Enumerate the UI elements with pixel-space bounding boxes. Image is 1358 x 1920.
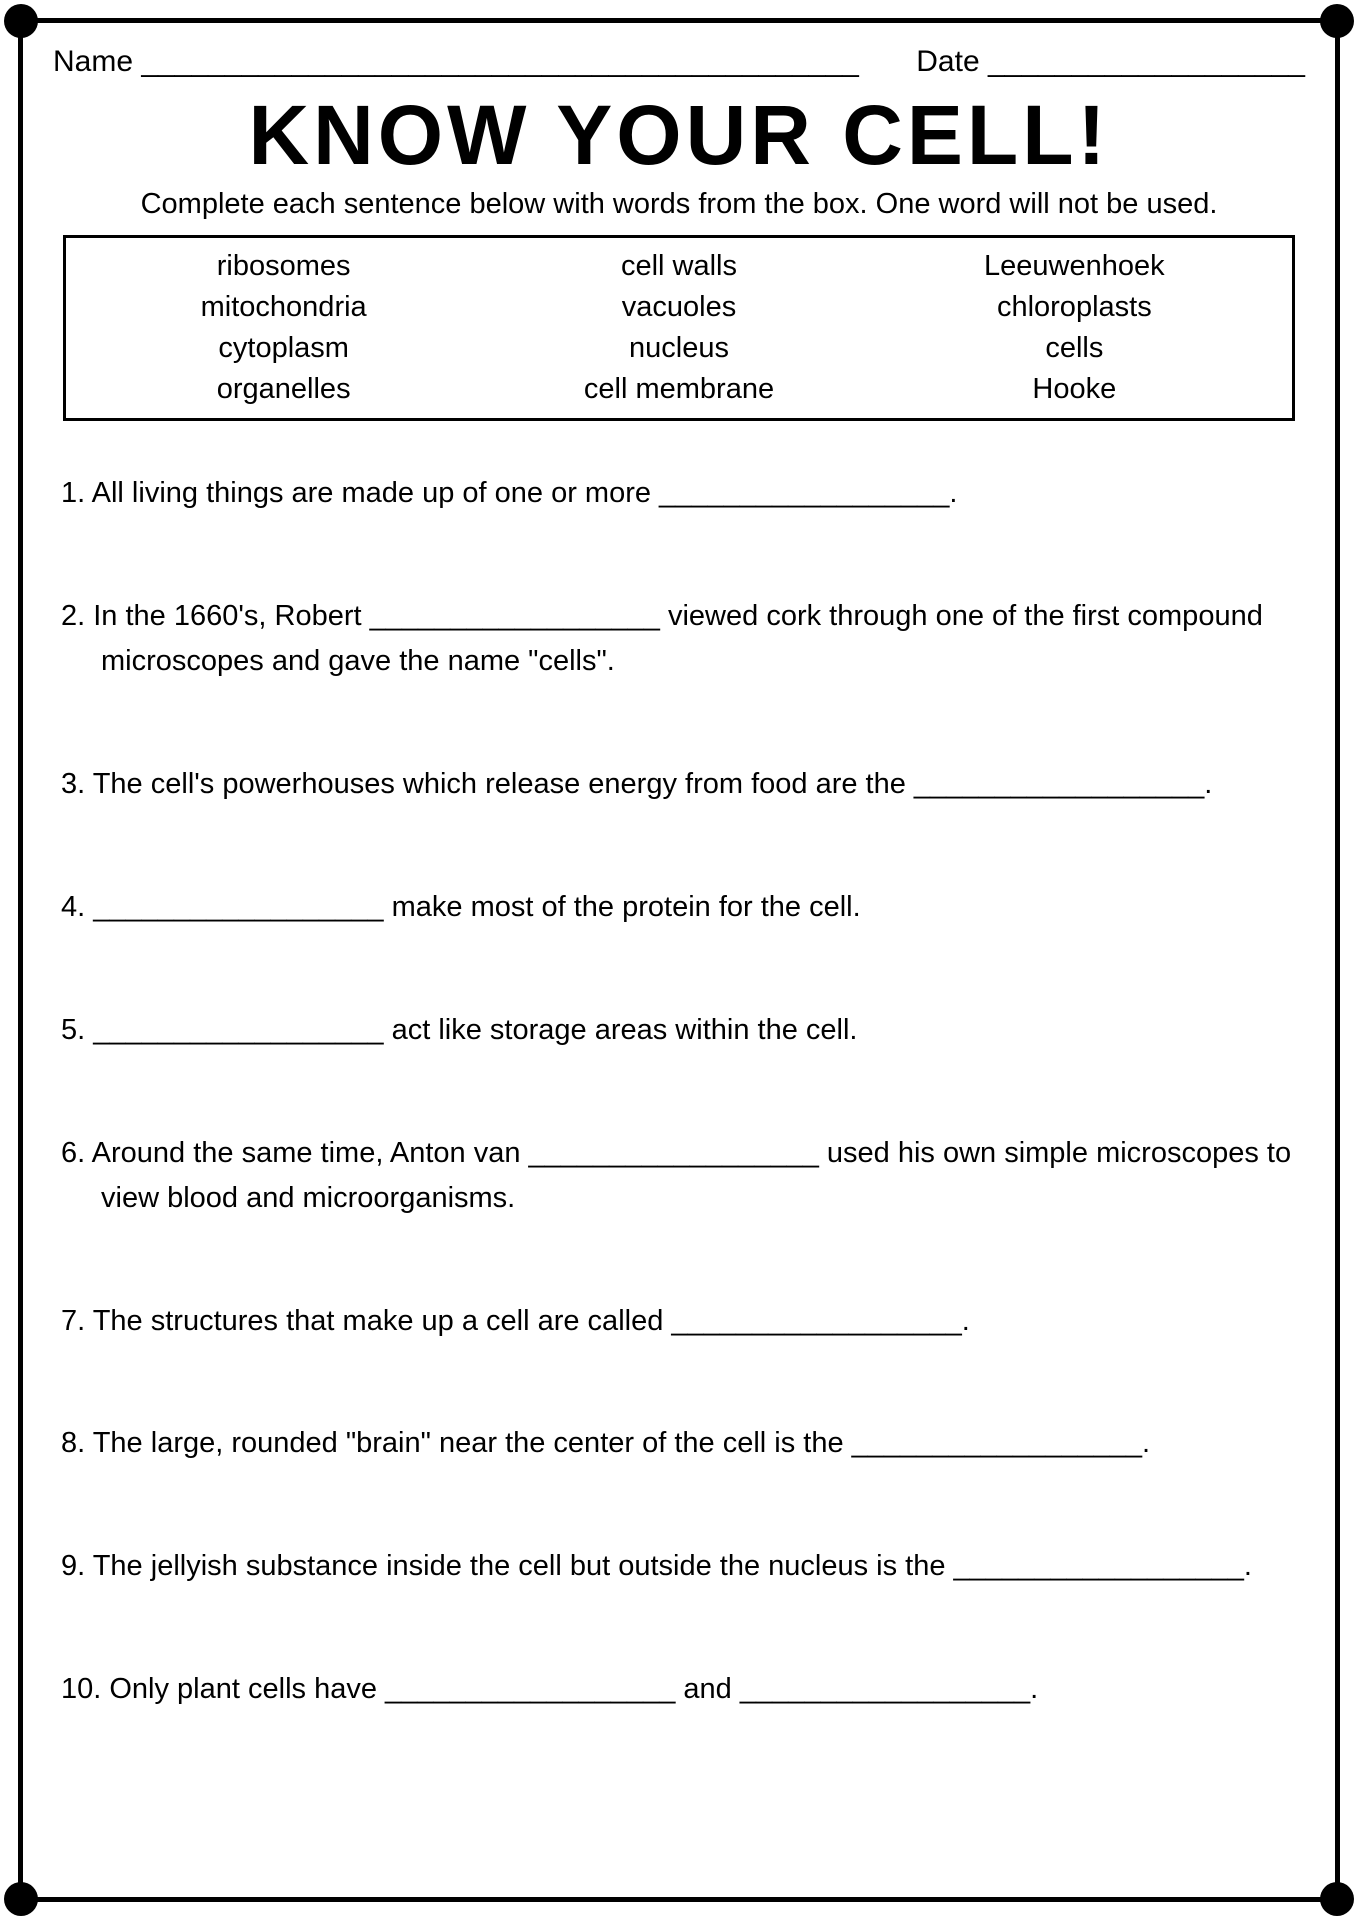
page-frame: Name ___________________________________… xyxy=(18,18,1340,1902)
wordbox-cell: chloroplasts xyxy=(877,291,1272,324)
question-item: 3. The cell's powerhouses which release … xyxy=(61,762,1297,807)
wordbox-cell: cell walls xyxy=(481,250,876,283)
wordbox-cell: vacuoles xyxy=(481,291,876,324)
wordbox-cell: Leeuwenhoek xyxy=(877,250,1272,283)
question-item: 5. __________________ act like storage a… xyxy=(61,1008,1297,1053)
worksheet-page: Name ___________________________________… xyxy=(0,0,1358,1920)
wordbox-cell: cell membrane xyxy=(481,373,876,406)
question-item: 2. In the 1660's, Robert _______________… xyxy=(61,594,1297,684)
wordbox-cell: cells xyxy=(877,332,1272,365)
questions-list: 1. All living things are made up of one … xyxy=(53,471,1305,1712)
instructions-text: Complete each sentence below with words … xyxy=(53,188,1305,221)
question-item: 4. __________________ make most of the p… xyxy=(61,885,1297,930)
question-item: 10. Only plant cells have ______________… xyxy=(61,1667,1297,1712)
content-area: Name ___________________________________… xyxy=(23,23,1335,1897)
word-bank-box: ribosomes cell walls Leeuwenhoek mitocho… xyxy=(63,235,1295,421)
wordbox-cell: nucleus xyxy=(481,332,876,365)
worksheet-title: KNOW YOUR CELL! xyxy=(53,87,1305,184)
wordbox-cell: Hooke xyxy=(877,373,1272,406)
question-item: 8. The large, rounded "brain" near the c… xyxy=(61,1421,1297,1466)
wordbox-cell: ribosomes xyxy=(86,250,481,283)
wordbox-cell: organelles xyxy=(86,373,481,406)
question-item: 1. All living things are made up of one … xyxy=(61,471,1297,516)
name-blank[interactable]: ________________________________________… xyxy=(141,45,858,78)
date-label: Date xyxy=(916,45,979,78)
wordbox-cell: cytoplasm xyxy=(86,332,481,365)
name-field: Name ___________________________________… xyxy=(53,45,898,79)
date-blank[interactable]: ___________________ xyxy=(988,45,1305,78)
header-row: Name ___________________________________… xyxy=(53,45,1305,79)
question-item: 9. The jellyish substance inside the cel… xyxy=(61,1544,1297,1589)
question-item: 6. Around the same time, Anton van _____… xyxy=(61,1131,1297,1221)
question-item: 7. The structures that make up a cell ar… xyxy=(61,1299,1297,1344)
name-label: Name xyxy=(53,45,133,78)
wordbox-cell: mitochondria xyxy=(86,291,481,324)
date-field: Date ___________________ xyxy=(916,45,1305,79)
